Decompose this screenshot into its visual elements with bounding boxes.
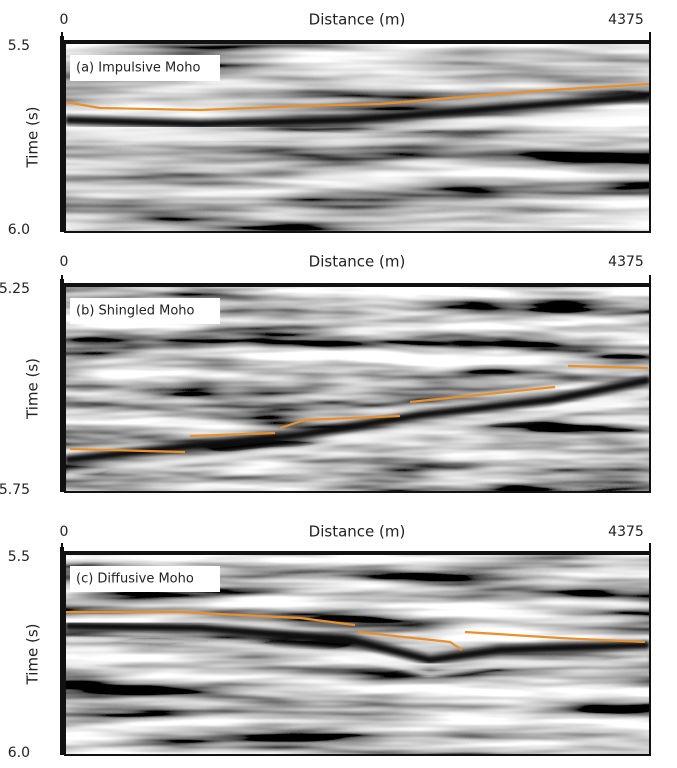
x-axis-label: Distance (m)	[309, 11, 406, 29]
dark-reflector	[65, 621, 650, 665]
x-end-label: 4375	[608, 524, 644, 540]
moho-pick	[464, 630, 646, 644]
panel-title: (b) Shingled Moho	[76, 304, 195, 319]
moho-pick	[189, 431, 276, 438]
moho-pick	[69, 447, 186, 454]
moho-pick	[279, 414, 401, 430]
y-bottom-label: 6.0	[8, 745, 30, 761]
title-box	[70, 55, 220, 81]
x-end-label: 4375	[608, 254, 644, 270]
panel: 0 Distance (m) 4375 5.5 6.0 Time (s) (a) Impul…	[8, 11, 651, 238]
overlay	[65, 610, 650, 679]
white-band	[65, 106, 650, 143]
x-axis-label: Distance (m)	[309, 253, 406, 271]
x-start-label: 0	[60, 254, 69, 270]
white-band	[65, 390, 650, 478]
dark-reflector	[65, 91, 650, 129]
y-top-label: 5.5	[8, 38, 30, 54]
moho-pick	[567, 364, 649, 370]
overlay	[65, 82, 650, 143]
moho-pick	[65, 610, 356, 627]
y-axis-label: Time (s)	[24, 107, 42, 169]
panel: 0 Distance (m) 4375 5.25 5.75 Time (s) (b) Shi…	[0, 253, 651, 498]
white-band	[65, 636, 650, 679]
y-axis-label: Time (s)	[24, 624, 42, 686]
y-axis-label: Time (s)	[24, 358, 42, 420]
y-top-label: 5.25	[0, 281, 30, 297]
y-bottom-label: 5.75	[0, 482, 30, 498]
moho-pick	[357, 630, 463, 651]
panel-title: (c) Diffusive Moho	[76, 572, 194, 587]
y-top-label: 5.5	[8, 549, 30, 565]
moho-pick	[409, 385, 556, 404]
x-start-label: 0	[60, 524, 69, 540]
title-box	[70, 566, 220, 592]
dark-reflector	[65, 375, 650, 465]
panel-title: (a) Impulsive Moho	[76, 61, 200, 76]
moho-pick	[65, 82, 650, 112]
title-box	[70, 298, 220, 324]
overlay	[65, 364, 650, 478]
x-axis-label: Distance (m)	[309, 523, 406, 541]
x-end-label: 4375	[608, 12, 644, 28]
y-bottom-label: 6.0	[8, 222, 30, 238]
x-start-label: 0	[60, 12, 69, 28]
panel: 0 Distance (m) 4375 5.5 6.0 Time (s) (c) Diffu…	[8, 523, 651, 761]
